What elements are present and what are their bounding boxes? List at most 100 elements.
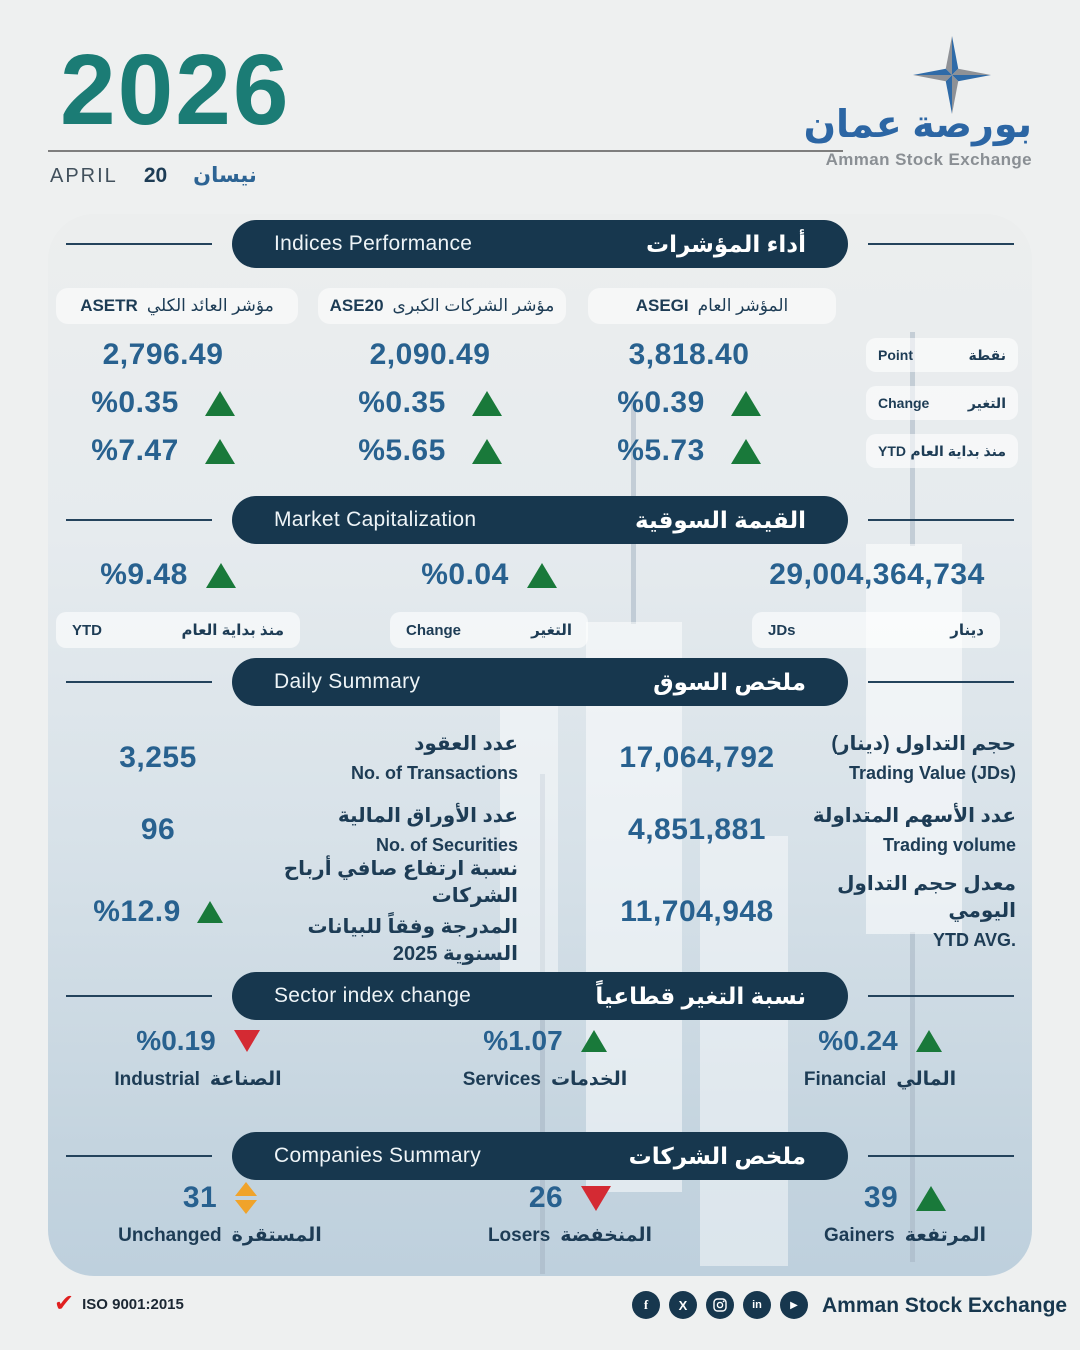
companies-title-en: Companies Summary [274,1144,481,1167]
daily-summary-title-ar: ملخص السوق [653,668,806,695]
ase-logo-arabic: بورصة عمان [803,104,1032,146]
asegi-point-value: 3,818.40 [628,338,750,371]
market-cap-label-ytd: YTD منذ بداية العام [56,612,300,648]
net-profit-rise-value: %12.9 [48,870,268,954]
instagram-icon[interactable] [706,1291,734,1319]
companies-unchanged-label: Unchanged المستقرة [118,1224,322,1247]
candle-body-decoration [500,682,558,1012]
indices-title-pill: Indices Performance أداء المؤشرات [232,220,848,268]
x-twitter-icon[interactable]: X [669,1291,697,1319]
day-label: 20 [143,164,168,187]
up-arrow-icon [526,562,557,588]
row-label-ar: التغير [967,394,1006,411]
indices-title-en: Indices Performance [274,232,473,255]
facebook-icon[interactable]: f [632,1291,660,1319]
label-ar: منذ بداية العام [181,622,284,639]
asetr-ytd-value: %7.47 [48,432,298,470]
candle-wick-decoration [540,774,545,1274]
companies-losers-value: 26 [420,1176,720,1220]
trading-volume-label: عدد الأسهم المتداولة Trading volume [812,804,1016,855]
year-title: 2026 [60,34,291,146]
ase-logo-english: Amman Stock Exchange [825,150,1032,169]
market-cap-change-value: %0.04 [354,556,624,594]
sector-industrial-label: Industrial الصناعة [114,1068,282,1091]
ytd-avg-volume-label: معدل حجم التداول اليومي YTD AVG. [837,873,1016,951]
section-side-line [868,243,1014,245]
section-header-companies: Companies Summary ملخص الشركات [48,1132,1032,1180]
up-arrow-icon [580,1030,607,1052]
section-header-sector: Sector index change نسبة التغير قطاعياً [48,972,1032,1020]
section-header-daily-summary: Daily Summary ملخص السوق [48,658,1032,706]
candle-body-decoration [586,622,682,1192]
sector-title-ar: نسبة التغير قطاعياً [595,982,806,1009]
month-en-label: APRIL [50,165,118,187]
up-arrow-icon [196,901,223,923]
sector-financial-label: Financial المالي [803,1068,957,1091]
section-header-indices: Indices Performance أداء المؤشرات [48,220,1032,268]
label-en: Change [406,621,462,639]
asetr-change-value: %0.35 [48,384,298,422]
securities-label: عدد الأوراق المالية No. of Securities [337,804,518,855]
section-side-line [66,519,212,521]
row-label-point: Point نقطة [866,338,1018,372]
companies-losers-label: Losers المنخفضة [487,1224,653,1247]
row-label-ar: نقطة [968,346,1006,363]
index-code: ASETR [80,296,138,315]
companies-gainers-value: 39 [755,1176,1032,1220]
candle-wick-decoration [910,932,915,1262]
ytd-avg-volume-value: 11,704,948 [620,895,774,928]
sector-title-en: Sector index change [274,984,472,1007]
up-arrow-icon [915,1030,942,1052]
header-divider [48,150,843,152]
label-ar: دينار [950,622,984,639]
sector-services-label: Services الخدمات [462,1068,628,1091]
up-arrow-icon [205,562,236,588]
youtube-icon[interactable]: ▶ [780,1291,808,1319]
section-header-market-cap: Market Capitalization القيمة السوقية [48,496,1032,544]
index-name-ar: المؤشر العام [697,296,789,315]
index-pill-ase20: ASE20 مؤشر الشركات الكبرى [318,288,566,324]
month-ar-label: نيسان [193,164,257,187]
up-arrow-icon [471,438,502,464]
candle-body-decoration [700,836,788,1266]
linkedin-icon[interactable]: in [743,1291,771,1319]
transactions-label: عدد العقود No. of Transactions [350,732,518,783]
index-code: ASEGI [635,296,689,315]
asegi-change-value: %0.39 [554,384,824,422]
ase20-point-value: 2,090.49 [369,338,491,371]
trading-volume-value: 4,851,881 [628,813,766,846]
market-cap-label-change: Change التغير [390,612,588,648]
index-pill-asetr: ASETR مؤشر العائد الكلي [56,288,298,324]
label-en: JDs [768,621,796,639]
market-cap-title-ar: القيمة السوقية [635,506,806,533]
market-cap-title-en: Market Capitalization [274,508,477,531]
market-cap-total-value: 29,004,364,734 [769,558,985,591]
ase20-change-value: %0.35 [295,384,565,422]
social-icons: f X in ▶ [632,1291,808,1319]
label-ar: التغير [531,622,572,639]
up-arrow-icon [471,390,502,416]
sector-title-pill: Sector index change نسبة التغير قطاعياً [232,972,848,1020]
row-label-en: Point [878,347,913,363]
row-label-change: Change التغير [866,386,1018,420]
candle-body-decoration [866,544,962,934]
ase20-ytd-value: %5.65 [295,432,565,470]
section-side-line [66,243,212,245]
unchanged-updown-icon [235,1182,258,1214]
section-side-line [868,1155,1014,1157]
net-profit-rise-label: نسبة ارتفاع صافي أرباح الشركات المدرجة و… [283,858,518,965]
sector-industrial-value: %0.19 [48,1020,348,1062]
asetr-point-value: 2,796.49 [102,338,224,371]
companies-unchanged-value: 31 [70,1176,370,1220]
up-arrow-icon [916,1185,947,1211]
label-en: YTD [72,621,102,639]
section-side-line [868,519,1014,521]
companies-title-ar: ملخص الشركات [628,1142,806,1169]
section-side-line [868,995,1014,997]
market-cap-title-pill: Market Capitalization القيمة السوقية [232,496,848,544]
index-pill-asegi: ASEGI المؤشر العام [588,288,836,324]
index-name-ar: مؤشر العائد الكلي [146,296,274,315]
transactions-value: 3,255 [119,741,197,774]
row-label-ar: منذ بداية العام [910,442,1006,459]
